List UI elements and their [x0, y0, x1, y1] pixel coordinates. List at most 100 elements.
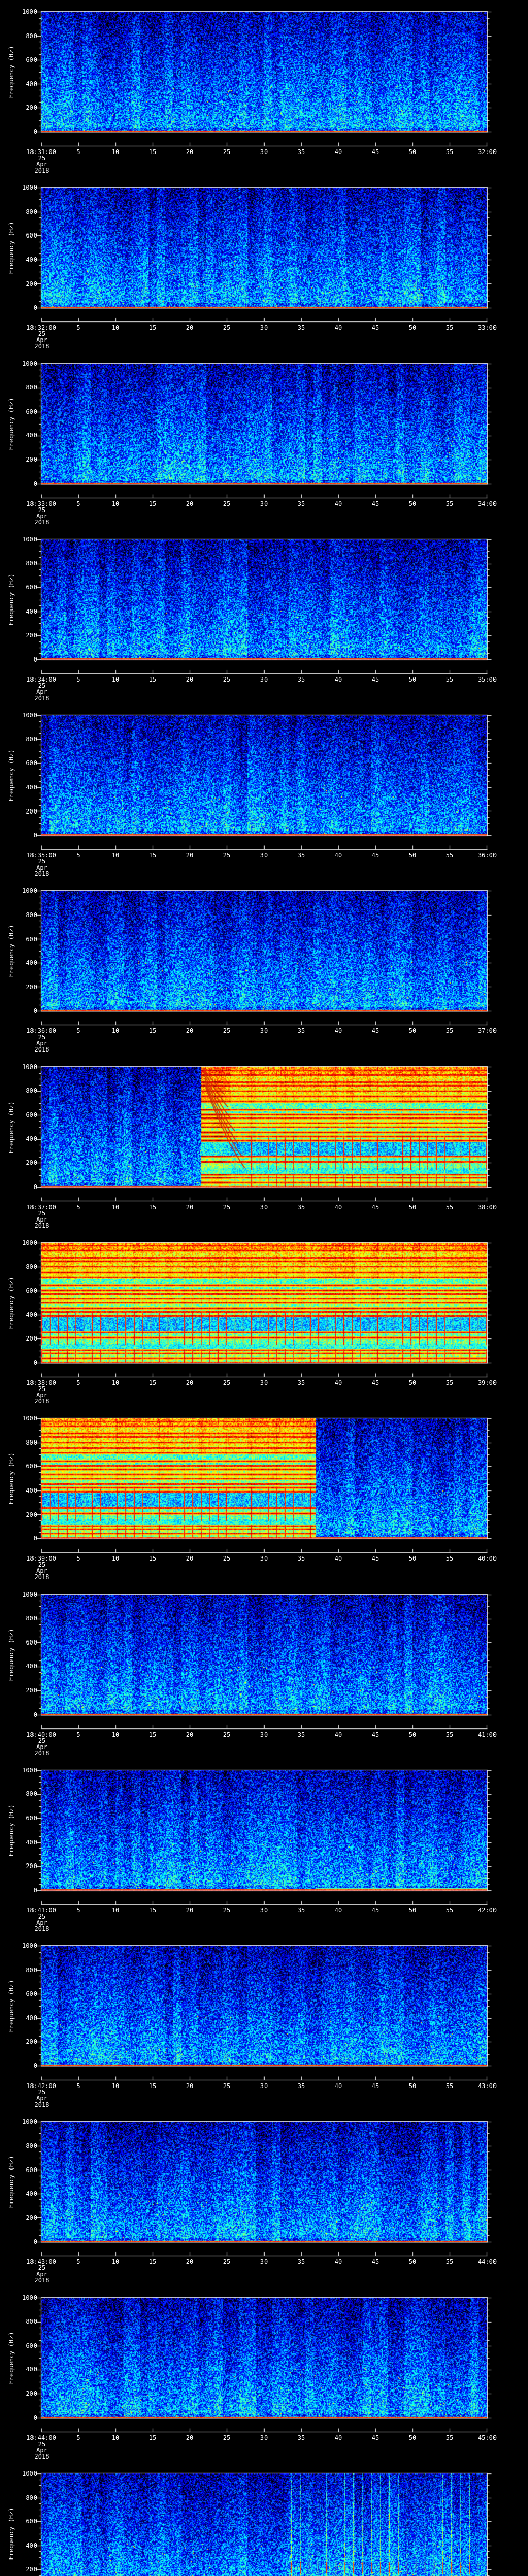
- date-label: 2018: [34, 1573, 50, 1581]
- x-tick-label: 25: [223, 324, 231, 332]
- y-tick-label: 1000: [22, 2118, 37, 2126]
- x-tick-label: 10: [111, 1379, 120, 1386]
- date-label: 25: [38, 2440, 46, 2448]
- y-tick-label: 1000: [22, 1766, 37, 1774]
- x-tick-label: 40: [334, 324, 342, 332]
- y-tick-label: 0: [33, 832, 37, 839]
- y-tick-label: 1000: [22, 2469, 37, 2477]
- x-tick-label: 20: [186, 1906, 194, 1914]
- date-label: Apr: [36, 1215, 47, 1223]
- y-tick-label: 600: [26, 1638, 37, 1646]
- x-tick-label: 15: [148, 2434, 157, 2442]
- x-tick-label: 30: [260, 1906, 268, 1914]
- date-label: 2018: [34, 167, 50, 174]
- y-tick-label: 200: [26, 104, 37, 112]
- y-tick-label: 800: [26, 911, 37, 919]
- x-tick-label: 20: [186, 324, 194, 332]
- spectrogram-canvas: [0, 2110, 528, 2286]
- spectrogram-panel: Frequency (Hz) 0 200 400 600 800 1000 18:41:00 2…: [0, 1758, 528, 1935]
- y-tick-label: 400: [26, 2014, 37, 2022]
- x-tick-label: 50: [408, 1203, 417, 1211]
- x-tick-label: 45: [371, 148, 380, 156]
- y-tick-label: 1000: [22, 535, 37, 543]
- x-tick-label: 55: [446, 1203, 454, 1211]
- x-tick-label: 20: [186, 1027, 194, 1035]
- date-label: 25: [38, 1561, 46, 1569]
- x-tick-label: 30: [260, 324, 268, 332]
- y-tick-label: 600: [26, 935, 37, 943]
- x-tick-label: 15: [148, 852, 157, 859]
- y-axis-label: Frequency (Hz): [8, 1277, 15, 1329]
- y-tick-label: 1000: [22, 887, 37, 895]
- end-time-label: 36:00: [477, 852, 497, 859]
- x-tick-label: 30: [260, 675, 268, 683]
- x-tick-label: 40: [334, 1027, 342, 1035]
- x-tick-label: 55: [446, 2258, 454, 2266]
- x-tick-label: 25: [223, 2434, 231, 2442]
- y-tick-label: 1000: [22, 8, 37, 15]
- x-tick-label: 45: [371, 1203, 380, 1211]
- start-time-label: 18:43:00: [26, 2258, 56, 2266]
- y-tick-label: 200: [26, 2390, 37, 2398]
- x-tick-label: 35: [297, 2258, 305, 2266]
- x-tick-label: 50: [408, 1555, 417, 1563]
- end-time-label: 43:00: [477, 2082, 497, 2090]
- end-time-label: 35:00: [477, 675, 497, 683]
- y-tick-label: 800: [26, 1790, 37, 1798]
- x-tick-label: 35: [297, 852, 305, 859]
- x-tick-label: 40: [334, 1379, 342, 1386]
- y-tick-label: 0: [33, 304, 37, 312]
- x-tick-label: 10: [111, 1027, 120, 1035]
- x-tick-label: 20: [186, 852, 194, 859]
- end-time-label: 39:00: [477, 1379, 497, 1386]
- date-label: Apr: [36, 864, 47, 872]
- date-label: 25: [38, 1737, 46, 1744]
- spectrogram-canvas: [0, 1934, 528, 2110]
- x-tick-label: 5: [76, 500, 80, 507]
- spectrogram-canvas: [0, 0, 528, 176]
- x-tick-label: 45: [371, 324, 380, 332]
- y-tick-label: 800: [26, 2318, 37, 2326]
- x-tick-label: 50: [408, 2258, 417, 2266]
- start-time-label: 18:42:00: [26, 2082, 56, 2090]
- start-time-label: 18:37:00: [26, 1203, 56, 1211]
- x-tick-label: 25: [223, 500, 231, 507]
- x-tick-label: 10: [111, 2082, 120, 2090]
- x-tick-label: 50: [408, 148, 417, 156]
- x-tick-label: 55: [446, 1027, 454, 1035]
- x-tick-label: 55: [446, 1379, 454, 1386]
- spectrogram-canvas: [0, 351, 528, 528]
- x-tick-label: 55: [446, 324, 454, 332]
- y-tick-label: 600: [26, 759, 37, 767]
- y-tick-label: 400: [26, 959, 37, 967]
- x-tick-label: 15: [148, 148, 157, 156]
- spectrogram-panel: Frequency (Hz) 0 200 400 600 800 1000 18:31:00 2…: [0, 0, 528, 176]
- x-tick-label: 35: [297, 1027, 305, 1035]
- y-axis-label: Frequency (Hz): [8, 1804, 15, 1857]
- y-tick-label: 1000: [22, 1239, 37, 1246]
- x-tick-label: 20: [186, 1731, 194, 1738]
- y-tick-label: 400: [26, 1311, 37, 1318]
- x-tick-label: 5: [76, 1027, 80, 1035]
- x-tick-label: 20: [186, 1203, 194, 1211]
- y-tick-label: 200: [26, 1511, 37, 1518]
- x-tick-label: 30: [260, 1555, 268, 1563]
- y-axis-label: Frequency (Hz): [8, 2332, 15, 2384]
- date-label: Apr: [36, 336, 47, 344]
- x-tick-label: 50: [408, 675, 417, 683]
- y-tick-label: 600: [26, 1815, 37, 1822]
- date-label: 25: [38, 1033, 46, 1041]
- x-tick-label: 40: [334, 2082, 342, 2090]
- x-tick-label: 10: [111, 324, 120, 332]
- spectrogram-canvas: [0, 1582, 528, 1758]
- date-label: 25: [38, 330, 46, 338]
- y-tick-label: 200: [26, 1335, 37, 1343]
- x-tick-label: 40: [334, 2434, 342, 2442]
- x-tick-label: 25: [223, 852, 231, 859]
- x-tick-label: 50: [408, 1379, 417, 1386]
- date-label: Apr: [36, 1743, 47, 1751]
- x-tick-label: 55: [446, 1906, 454, 1914]
- y-tick-label: 0: [33, 1710, 37, 1718]
- spectrogram-canvas: [0, 703, 528, 879]
- x-tick-label: 15: [148, 324, 157, 332]
